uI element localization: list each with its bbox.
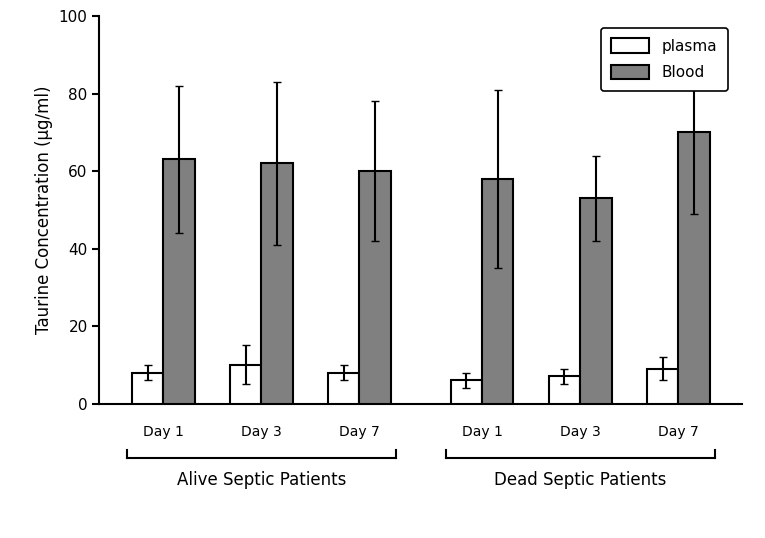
Y-axis label: Taurine Concentration (μg/ml): Taurine Concentration (μg/ml) (35, 86, 54, 334)
Bar (580, 198, 611, 404)
Bar (262, 164, 293, 404)
Text: Day 1: Day 1 (143, 425, 184, 439)
Text: Day 7: Day 7 (658, 425, 698, 439)
Bar (163, 159, 194, 404)
Bar (451, 380, 482, 404)
Bar (679, 132, 710, 404)
Bar (360, 171, 391, 404)
Bar (482, 179, 513, 404)
Text: Day 7: Day 7 (339, 425, 379, 439)
Bar (549, 377, 580, 404)
Bar (647, 369, 679, 404)
Bar (230, 365, 262, 404)
Text: Dead Septic Patients: Dead Septic Patients (494, 471, 666, 489)
Text: Day 3: Day 3 (560, 425, 601, 439)
Text: Alive Septic Patients: Alive Septic Patients (177, 471, 346, 489)
Bar (328, 372, 360, 404)
Bar (132, 372, 163, 404)
Text: Day 3: Day 3 (241, 425, 282, 439)
Text: Day 1: Day 1 (461, 425, 503, 439)
Legend: plasma, Blood: plasma, Blood (601, 27, 728, 91)
